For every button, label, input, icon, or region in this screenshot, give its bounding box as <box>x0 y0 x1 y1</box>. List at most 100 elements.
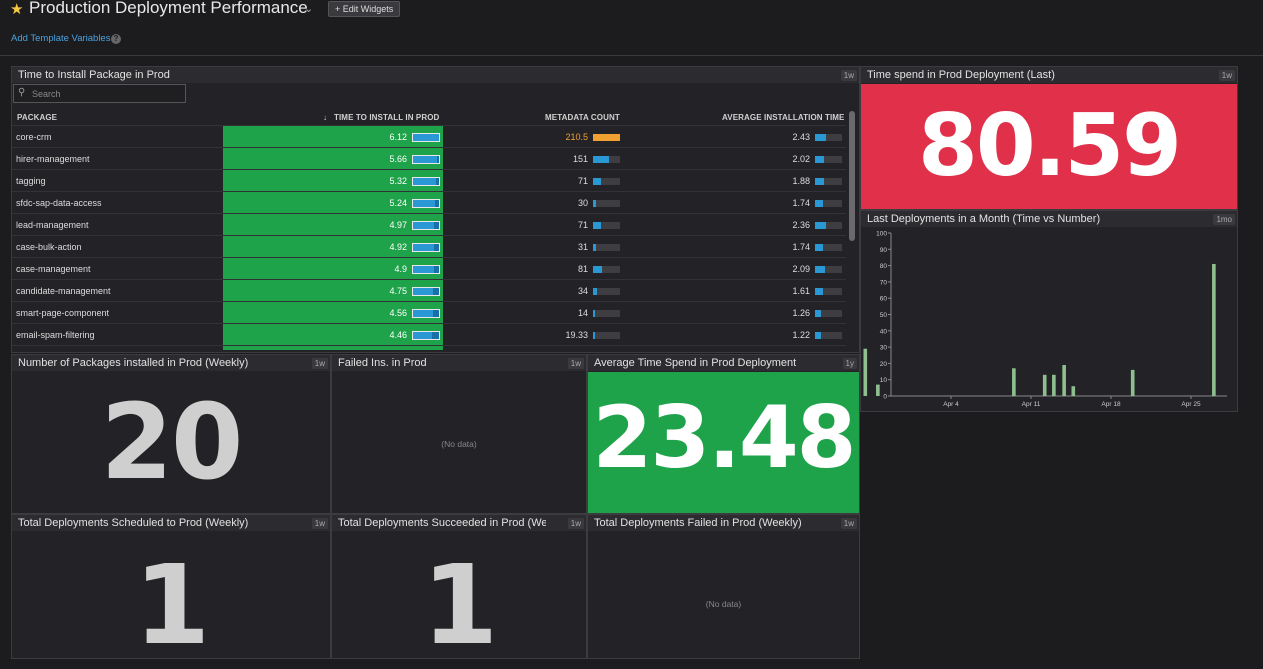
table-row[interactable]: smart-page-component 4.56 14 1.26 <box>12 301 846 324</box>
widget-header: Last Deployments in a Month (Time vs Num… <box>861 211 1237 227</box>
time-range-badge: 1w <box>567 358 584 369</box>
widget-title: Time to Install Package in Prod <box>18 69 170 81</box>
metadata-count-bar <box>593 332 620 339</box>
x-tick-label: Apr 11 <box>1022 401 1041 408</box>
search-box[interactable]: ⚲ <box>13 84 186 103</box>
table-row[interactable] <box>12 345 846 350</box>
package-name-cell: case-bulk-action <box>16 242 82 252</box>
time-to-install-bar <box>412 243 440 252</box>
column-header-package[interactable]: PACKAGE <box>17 113 58 122</box>
bar-fill <box>593 134 620 141</box>
metadata-count-bar <box>593 134 620 141</box>
bar-fill <box>815 244 824 251</box>
time-to-install-value: 4.97 <box>389 220 407 230</box>
search-input[interactable] <box>32 87 182 100</box>
bar-fill <box>413 244 434 251</box>
table-row[interactable]: case-management 4.9 81 2.09 <box>12 257 846 280</box>
chart-bar <box>1052 374 1056 396</box>
table-row[interactable]: hirer-management 5.66 151 2.02 <box>12 147 846 170</box>
plus-icon: + <box>335 4 341 14</box>
packages-installed-widget: Number of Packages installed in Prod (We… <box>11 354 331 514</box>
dashboard-header: ★ Production Deployment Performance ⌄ + … <box>0 0 1263 56</box>
bar-fill <box>593 288 597 295</box>
package-name-cell: case-management <box>16 264 91 274</box>
add-template-variables-link[interactable]: Add Template Variables <box>11 33 111 44</box>
time-to-install-cell: 5.32 <box>223 170 443 192</box>
big-value: 23.48 <box>592 388 856 488</box>
time-to-install-bar <box>412 265 440 274</box>
metadata-count-bar <box>593 156 620 163</box>
column-header-time-to-install[interactable]: TIME TO INSTALL IN PROD <box>334 113 440 122</box>
metadata-count-value: 31 <box>577 242 588 252</box>
package-name-cell: smart-page-component <box>16 308 110 318</box>
time-to-install-cell: 5.24 <box>223 192 443 214</box>
package-name-cell: email-spam-filtering <box>16 330 95 340</box>
column-header-average-install-time[interactable]: AVERAGE INSTALLATION TIME <box>722 113 845 122</box>
table-row[interactable]: tagging 5.32 71 1.88 <box>12 169 846 192</box>
average-install-time-bar <box>815 332 842 339</box>
bar-fill <box>413 222 435 229</box>
time-to-install-value: 4.92 <box>389 242 407 252</box>
bar-fill <box>593 222 601 229</box>
big-value: 1 <box>133 541 211 669</box>
sort-arrow-icon[interactable]: ↓ <box>323 113 328 122</box>
time-to-install-cell: 5.66 <box>223 148 443 170</box>
widget-header: Total Deployments Failed in Prod (Weekly… <box>588 515 859 531</box>
widget-title: Total Deployments Scheduled to Prod (Wee… <box>18 517 249 529</box>
average-install-time-bar <box>815 310 842 317</box>
favorite-star-icon[interactable]: ★ <box>10 1 24 18</box>
bar-fill <box>413 178 436 185</box>
column-header-metadata-count[interactable]: METADATA COUNT <box>545 113 620 122</box>
average-time-widget: Average Time Spend in Prod Deployment 1y… <box>587 354 860 514</box>
metadata-count-bar <box>593 266 620 273</box>
table-row[interactable]: lead-management 4.97 71 2.36 <box>12 213 846 236</box>
bar-fill <box>593 200 597 207</box>
table-row[interactable]: sfdc-sap-data-access 5.24 30 1.74 <box>12 191 846 214</box>
widget-title: Total Deployments Failed in Prod (Weekly… <box>594 517 802 529</box>
bar-fill <box>815 178 824 185</box>
time-to-install-cell: 4.92 <box>223 236 443 258</box>
table-row[interactable]: email-spam-filtering 4.46 19.33 1.22 <box>12 323 846 346</box>
time-to-install-cell: 4.56 <box>223 302 443 324</box>
widget-title: Number of Packages installed in Prod (We… <box>18 357 249 369</box>
edit-widgets-label: Edit Widgets <box>342 4 394 14</box>
time-range-badge: 1w <box>840 518 857 529</box>
bar-fill <box>815 288 823 295</box>
scrollbar[interactable] <box>848 111 856 351</box>
y-tick-label: 40 <box>880 328 888 335</box>
chart-bar <box>1130 369 1135 396</box>
value-background: 23.48 <box>588 372 859 513</box>
table-row[interactable]: case-bulk-action 4.92 31 1.74 <box>12 235 846 258</box>
average-install-time-value: 1.74 <box>792 198 810 208</box>
metadata-count-value: 71 <box>577 220 588 230</box>
widget-title: Last Deployments in a Month (Time vs Num… <box>867 213 1101 225</box>
time-to-install-bar <box>412 331 440 340</box>
table-row[interactable]: core-crm 6.12 210.5 2.43 <box>12 125 846 148</box>
x-tick-label: Apr 18 <box>1101 401 1121 408</box>
average-install-time-bar <box>815 156 842 163</box>
table-row[interactable]: candidate-management 4.75 34 1.61 <box>12 279 846 302</box>
average-install-time-bar <box>815 266 842 273</box>
time-to-install-cell: 4.46 <box>223 324 443 346</box>
edit-widgets-button[interactable]: + Edit Widgets <box>328 1 401 17</box>
bar-fill <box>815 310 821 317</box>
metadata-count-value: 210.5 <box>565 132 588 142</box>
average-install-time-bar <box>815 288 842 295</box>
bar-fill <box>593 178 601 185</box>
bar-fill <box>593 310 595 317</box>
bar-fill <box>593 156 610 163</box>
average-install-time-bar <box>815 178 842 185</box>
widget-title: Total Deployments Succeeded in Prod (We.… <box>338 517 546 529</box>
time-to-install-cell: 4.9 <box>223 258 443 280</box>
metadata-count-value: 34 <box>577 286 588 296</box>
help-icon[interactable]: ? <box>111 34 121 44</box>
chevron-down-icon[interactable]: ⌄ <box>304 3 314 15</box>
scrollbar-thumb[interactable] <box>849 111 855 241</box>
no-data-label: (No data) <box>705 599 742 609</box>
x-tick-label: Apr 4 <box>943 401 959 408</box>
time-to-install-cell: 6.12 <box>223 126 443 148</box>
time-range-badge: 1y <box>842 358 857 369</box>
average-install-time-value: 2.43 <box>792 132 810 142</box>
chart-bar <box>1012 368 1016 396</box>
table-body: core-crm 6.12 210.5 2.43 hirer-management 5.6… <box>12 125 846 350</box>
